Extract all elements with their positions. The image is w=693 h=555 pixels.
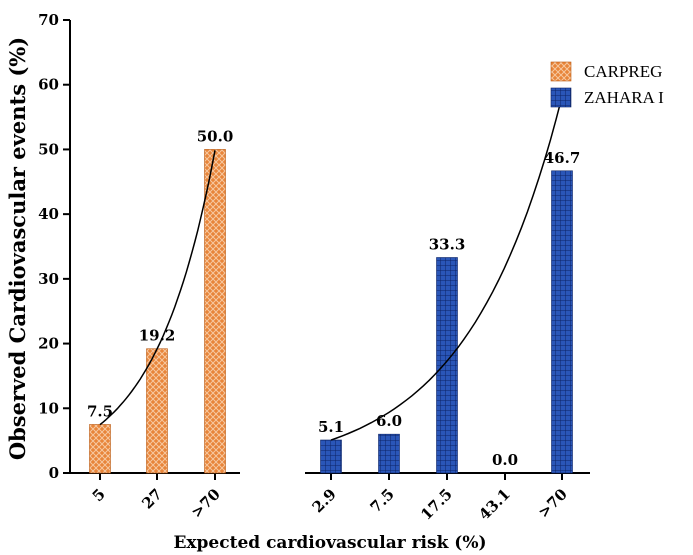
x-tick-label: 43.1 [475, 485, 514, 524]
data-label: 46.7 [544, 149, 581, 167]
y-tick-label: 30 [38, 270, 59, 288]
trendlines-group [100, 97, 562, 440]
legend-label: ZAHARA I [584, 88, 664, 107]
legend-swatch [551, 88, 571, 107]
data-label: 0.0 [492, 451, 518, 469]
y-axis-title: Observed Cardiovascular events (%) [5, 37, 30, 460]
bar-carpreg-3 [205, 149, 226, 473]
legend-label: CARPREG [584, 62, 662, 81]
y-tick-label: 20 [38, 335, 59, 353]
x-tick-label: 5 [89, 485, 109, 505]
bar-zahara-i-1 [321, 440, 342, 473]
x-axis-title: Expected cardiovascular risk (%) [173, 533, 486, 553]
x-tick-label: >70 [534, 485, 570, 521]
y-tick-label: 10 [38, 399, 59, 417]
bar-zahara-i-3 [437, 258, 458, 473]
x-tick-label: 27 [138, 485, 165, 512]
legend: CARPREG ZAHARA I [551, 62, 664, 107]
axes-group: 0 10 20 30 40 50 60 70 5 27 >70 2.9 7.5 17.5 43.1 >70 [38, 11, 590, 524]
data-label: 6.0 [376, 412, 402, 430]
bar-carpreg-2 [147, 349, 168, 473]
y-tick-label: 70 [38, 11, 59, 29]
y-tick-label: 40 [38, 205, 59, 223]
data-label: 5.1 [318, 418, 344, 436]
bar-zahara-i-5 [552, 171, 573, 473]
legend-swatch [551, 62, 571, 81]
data-label: 33.3 [429, 236, 466, 254]
data-label: 7.5 [87, 402, 113, 420]
y-tick-label: 0 [49, 464, 59, 482]
bar-zahara-i-2 [379, 434, 400, 473]
x-tick-label: 2.9 [309, 485, 340, 516]
y-tick-label: 50 [38, 140, 59, 158]
x-tick-label: >70 [187, 485, 223, 521]
x-tick-label: 17.5 [417, 485, 456, 524]
y-tick-label: 60 [38, 76, 59, 94]
x-tick-label: 7.5 [367, 485, 398, 516]
bar-carpreg-1 [90, 424, 111, 473]
data-label: 50.0 [197, 127, 234, 145]
data-label: 19.2 [139, 327, 176, 345]
